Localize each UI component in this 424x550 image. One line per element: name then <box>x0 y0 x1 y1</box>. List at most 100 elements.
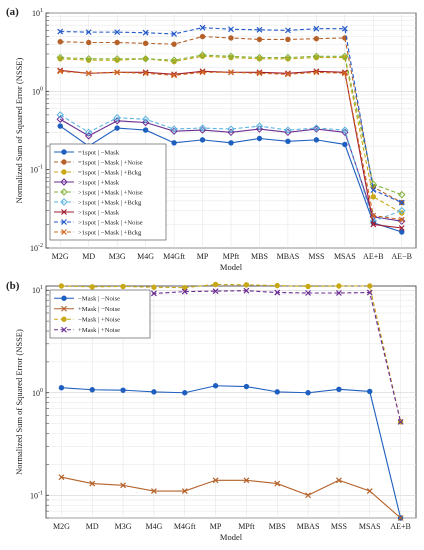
chart-a: 10-2 10-1 100 101 M2G MD M3G M4G M4Gft MP MPft MBS M… <box>14 8 417 272</box>
data-point <box>57 67 64 74</box>
x-tick-label: M4Gft <box>174 522 197 531</box>
data-point <box>181 288 188 295</box>
data-point <box>398 206 406 215</box>
x-tick-label: AE−B <box>392 252 413 261</box>
chart-b: 10-1 100 101 M2G MD M3G M4G M4Gft MP MPft MBS MBAS M… <box>14 281 417 542</box>
data-point <box>243 287 250 294</box>
data-point <box>84 55 93 63</box>
data-point <box>113 114 121 122</box>
y-tick-label: 100 <box>32 388 43 398</box>
data-point <box>60 188 68 196</box>
data-point <box>256 69 263 76</box>
data-point <box>150 488 157 494</box>
x-tick-label: MBAS <box>297 522 320 531</box>
data-point <box>61 295 67 301</box>
legend-label: =1spot | −Mask | +Bckg <box>78 169 142 176</box>
data-point <box>313 25 320 32</box>
series-1 <box>57 123 405 235</box>
data-point <box>141 55 150 63</box>
data-point <box>84 128 93 136</box>
data-point <box>367 283 373 289</box>
x-axis-label: Model <box>220 262 243 272</box>
legend-label: >1spot | −Mask | +Bckg <box>78 229 142 236</box>
data-point <box>89 387 95 393</box>
legend-label: +Mask | −Noise <box>78 306 120 313</box>
data-point <box>61 209 67 215</box>
x-tick-label: MSS <box>331 522 347 531</box>
panel-b-label: (b) <box>6 280 20 292</box>
data-point <box>150 290 157 297</box>
x-tick-label: MSAS <box>359 522 381 531</box>
x-tick-label: M3G <box>109 252 126 261</box>
x-tick-label: M3G <box>115 522 132 531</box>
data-point <box>370 187 377 193</box>
data-point <box>228 69 234 76</box>
data-point <box>85 29 92 36</box>
data-point <box>313 69 320 76</box>
data-point <box>335 290 342 296</box>
data-point <box>285 36 291 43</box>
data-point <box>305 390 311 396</box>
data-point <box>58 283 65 289</box>
data-point <box>305 492 312 499</box>
data-point <box>367 388 373 395</box>
data-point <box>120 387 126 393</box>
x-tick-label: MBAS <box>277 252 300 261</box>
x-tick-label: MD <box>82 252 95 261</box>
series-line <box>61 283 402 422</box>
series-2 <box>58 474 404 521</box>
data-point <box>274 480 281 487</box>
data-point <box>228 26 234 33</box>
data-point <box>171 72 178 79</box>
x-tick-label: M2G <box>52 252 69 261</box>
data-point <box>170 125 178 133</box>
data-point <box>199 33 206 40</box>
data-point <box>89 284 95 290</box>
x-tick-label: M4Gft <box>163 252 186 261</box>
data-point <box>397 515 404 521</box>
data-point <box>120 283 126 290</box>
x-tick-label: MSS <box>308 252 324 261</box>
data-point <box>171 71 178 78</box>
data-point <box>227 125 235 133</box>
data-point <box>243 383 250 390</box>
legend-label: −Mask | +Noise <box>78 317 120 324</box>
data-point <box>341 70 348 77</box>
data-point <box>274 289 281 296</box>
data-point <box>336 283 342 289</box>
data-point <box>85 39 92 46</box>
data-point <box>341 25 348 32</box>
data-point <box>113 55 121 63</box>
x-tick-label: M2G <box>53 522 70 531</box>
data-point <box>58 474 65 481</box>
data-point <box>120 482 127 489</box>
x-tick-label: MD <box>86 522 99 531</box>
data-point <box>336 386 342 393</box>
data-point <box>58 385 65 391</box>
series-5 <box>56 51 406 199</box>
data-point <box>370 221 377 228</box>
data-point <box>182 390 188 396</box>
series-1 <box>58 383 404 521</box>
data-point <box>335 477 342 484</box>
legend-label: >1spot | +Mask <box>78 179 120 186</box>
data-point <box>274 282 280 289</box>
legend-label: >1spot | −Mask <box>78 209 120 216</box>
data-point <box>284 126 292 134</box>
series-line <box>60 54 402 196</box>
data-point <box>199 69 206 76</box>
data-point <box>89 480 96 487</box>
data-point <box>370 194 377 200</box>
data-point <box>171 41 177 47</box>
series-line <box>59 114 402 222</box>
data-point <box>341 69 348 76</box>
data-point <box>199 68 206 75</box>
data-point <box>256 36 263 43</box>
panel-a-label: (a) <box>6 6 19 18</box>
y-tick-label: 101 <box>32 8 43 18</box>
x-tick-label: M4G <box>137 252 154 261</box>
x-tick-label: AE+B <box>390 522 411 531</box>
data-point <box>366 488 373 494</box>
x-tick-label: MSAS <box>334 252 356 261</box>
data-point <box>313 68 320 75</box>
